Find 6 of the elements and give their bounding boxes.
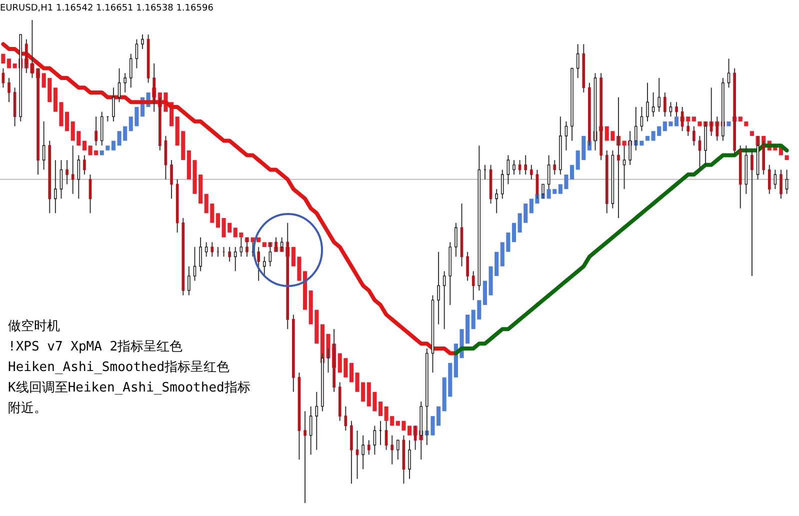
annotation: 做空时机: [8, 319, 60, 334]
annotation: K线回调至Heiken_Ashi_Smoothed指标: [8, 380, 250, 396]
annotation: Heiken_Ashi_Smoothed指标呈红色: [8, 360, 230, 375]
annotation: 附近。: [8, 401, 47, 416]
chart-title: EURUSD,H1 1.16542 1.16651 1.16538 1.16596: [0, 4, 214, 14]
annotation: !XPS v7 XpMA 2指标呈红色: [8, 340, 183, 354]
